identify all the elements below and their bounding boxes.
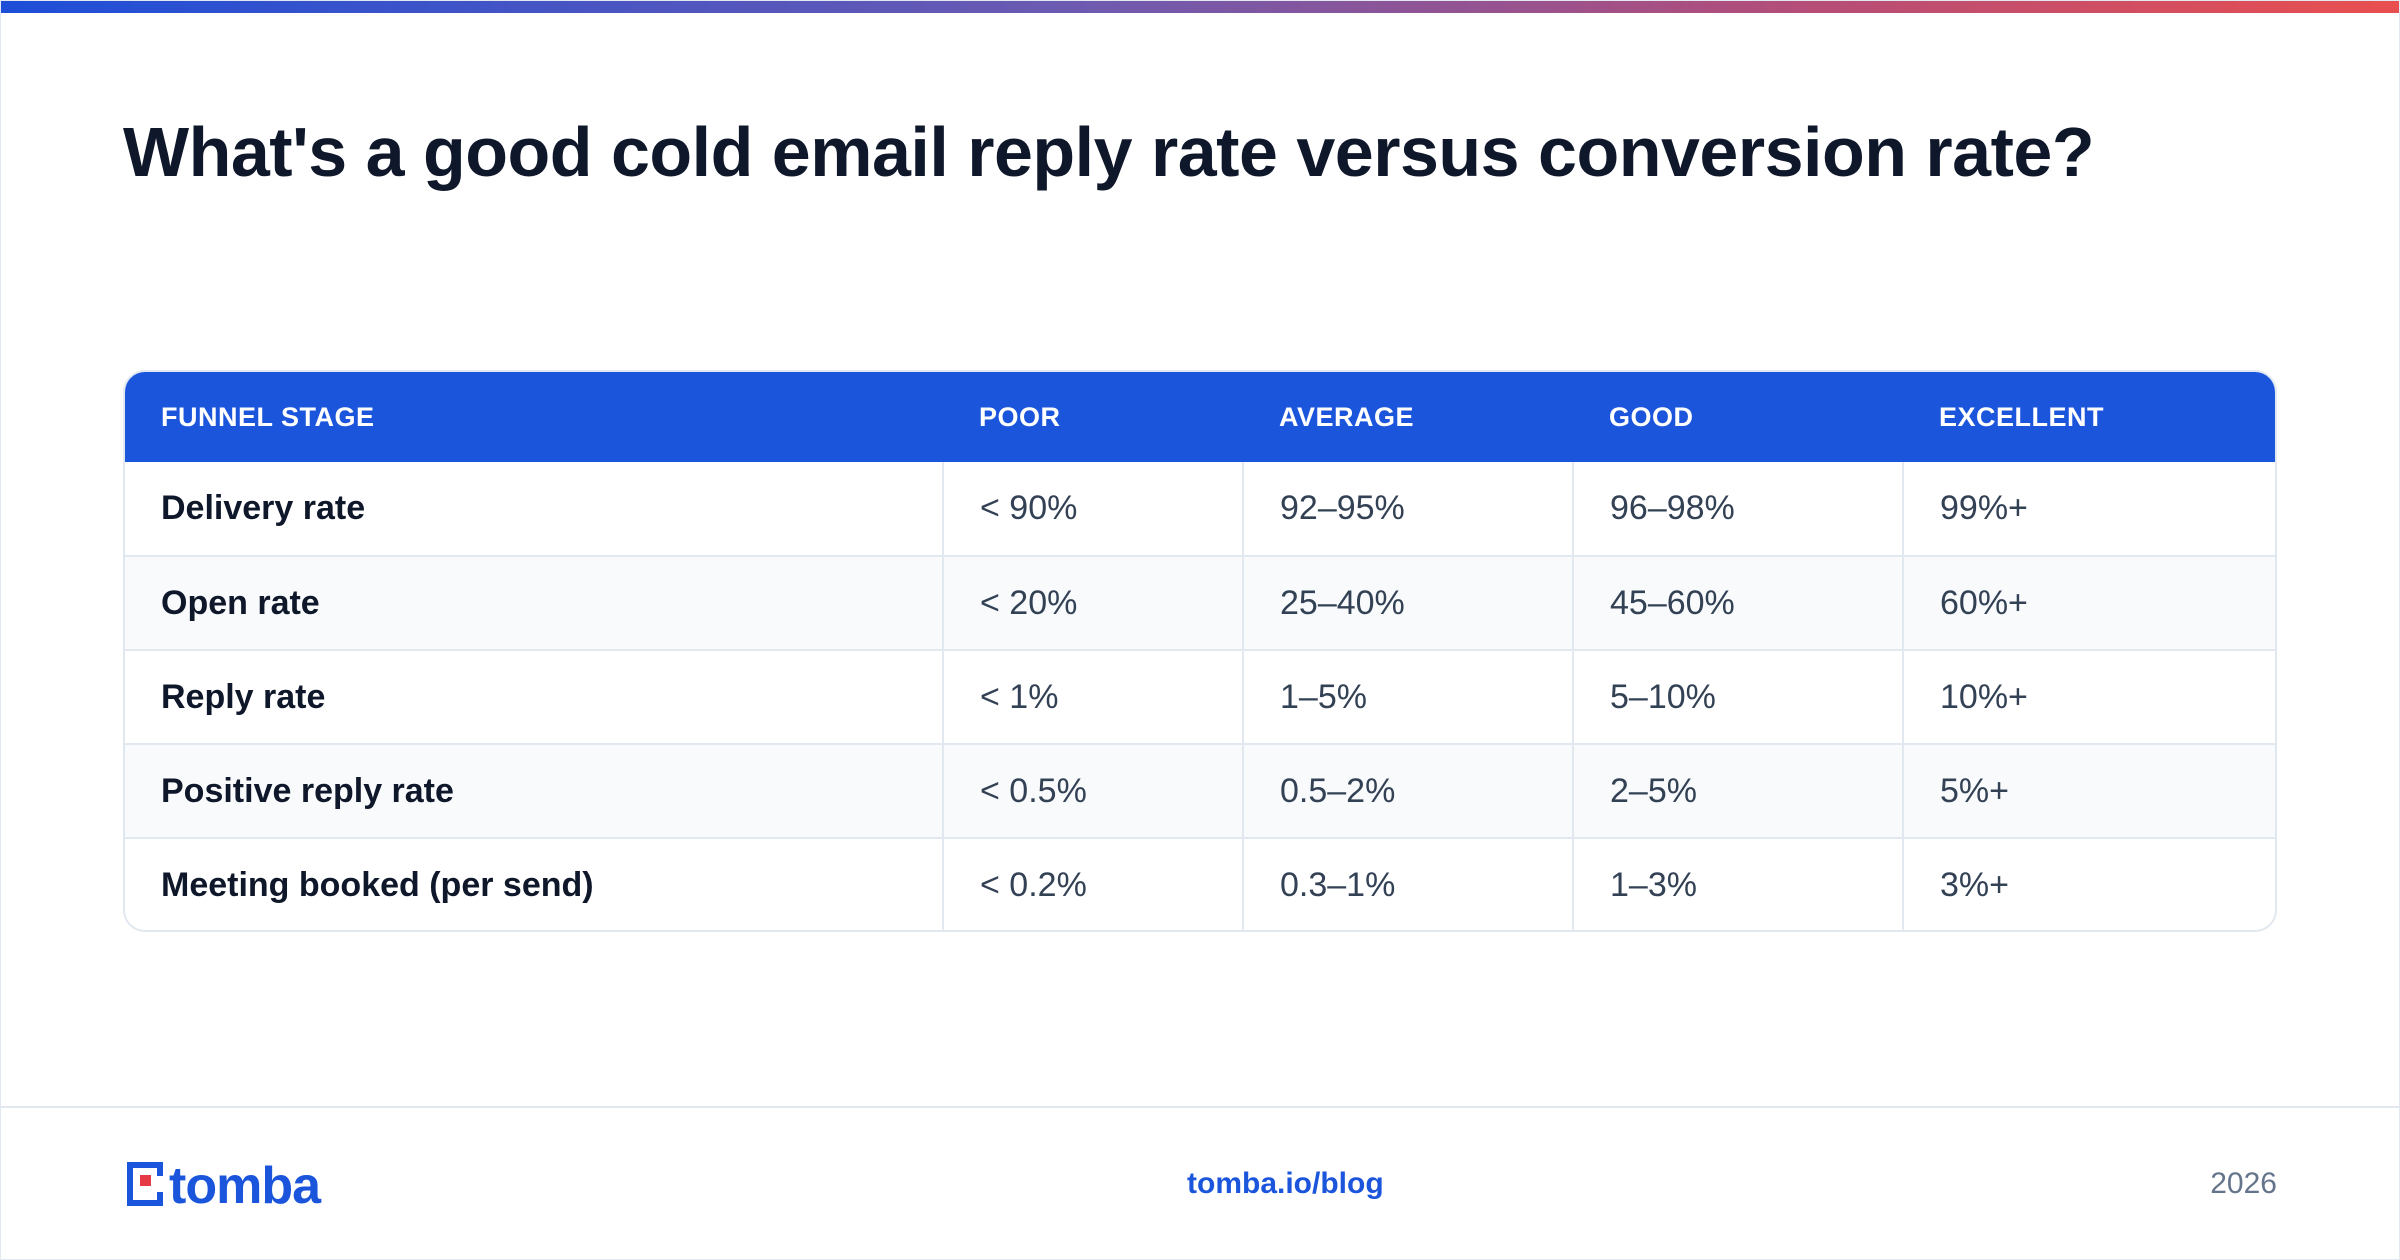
cell-excellent: 60%+	[1902, 555, 2275, 650]
cell-excellent: 99%+	[1902, 462, 2275, 556]
cell-poor: < 90%	[942, 462, 1243, 556]
top-gradient-bar	[1, 1, 2399, 13]
column-header-average: AVERAGE	[1243, 372, 1573, 462]
tomba-logo-mark: tomba	[127, 1158, 323, 1210]
column-header-funnel-stage: FUNNEL STAGE	[125, 372, 943, 462]
table-header-row: FUNNEL STAGE POOR AVERAGE GOOD EXCELLENT	[125, 372, 2275, 462]
cell-average: 1–5%	[1242, 649, 1573, 744]
table-row: Positive reply rate < 0.5% 0.5–2% 2–5% 5…	[125, 743, 2275, 838]
page-title: What's a good cold email reply rate vers…	[123, 113, 2095, 191]
row-label: Meeting booked (per send)	[125, 837, 943, 930]
cell-excellent: 3%+	[1902, 837, 2275, 930]
cell-average: 92–95%	[1242, 462, 1573, 556]
footer-divider	[1, 1106, 2399, 1108]
blog-link[interactable]: tomba.io/blog	[1187, 1167, 1384, 1200]
cell-poor: < 20%	[942, 555, 1243, 650]
cell-good: 1–3%	[1572, 837, 1903, 930]
cell-poor: < 1%	[942, 649, 1243, 744]
cell-poor: < 0.2%	[942, 837, 1243, 930]
cell-good: 2–5%	[1572, 743, 1903, 838]
tomba-logo[interactable]: tomba	[123, 1158, 383, 1210]
cell-average: 0.3–1%	[1242, 837, 1573, 930]
column-header-good: GOOD	[1573, 372, 1903, 462]
cell-average: 25–40%	[1242, 555, 1573, 650]
table-body: Delivery rate < 90% 92–95% 96–98% 99%+ O…	[125, 462, 2275, 930]
cell-average: 0.5–2%	[1242, 743, 1573, 838]
cell-good: 45–60%	[1572, 555, 1903, 650]
row-label: Positive reply rate	[125, 743, 943, 838]
table-row: Delivery rate < 90% 92–95% 96–98% 99%+	[125, 462, 2275, 556]
table-header: FUNNEL STAGE POOR AVERAGE GOOD EXCELLENT	[125, 372, 2275, 462]
cell-poor: < 0.5%	[942, 743, 1243, 838]
logo-wordmark: tomba	[169, 1158, 322, 1210]
table-row: Meeting booked (per send) < 0.2% 0.3–1% …	[125, 837, 2275, 930]
row-label: Delivery rate	[161, 489, 366, 527]
row-label: Open rate	[125, 555, 943, 650]
column-header-poor: POOR	[943, 372, 1243, 462]
footer-year: 2026	[2210, 1167, 2277, 1200]
cell-good: 5–10%	[1572, 649, 1903, 744]
cell-good: 96–98%	[1572, 462, 1903, 556]
cell-excellent: 5%+	[1902, 743, 2275, 838]
column-header-excellent: EXCELLENT	[1903, 372, 2275, 462]
row-label: Reply rate	[125, 649, 943, 744]
table-row: Reply rate < 1% 1–5% 5–10% 10%+	[125, 649, 2275, 744]
benchmark-table: FUNNEL STAGE POOR AVERAGE GOOD EXCELLENT…	[125, 372, 2275, 930]
benchmark-table-container: FUNNEL STAGE POOR AVERAGE GOOD EXCELLENT…	[123, 370, 2277, 932]
table-row: Open rate < 20% 25–40% 45–60% 60%+	[125, 555, 2275, 650]
cell-excellent: 10%+	[1902, 649, 2275, 744]
